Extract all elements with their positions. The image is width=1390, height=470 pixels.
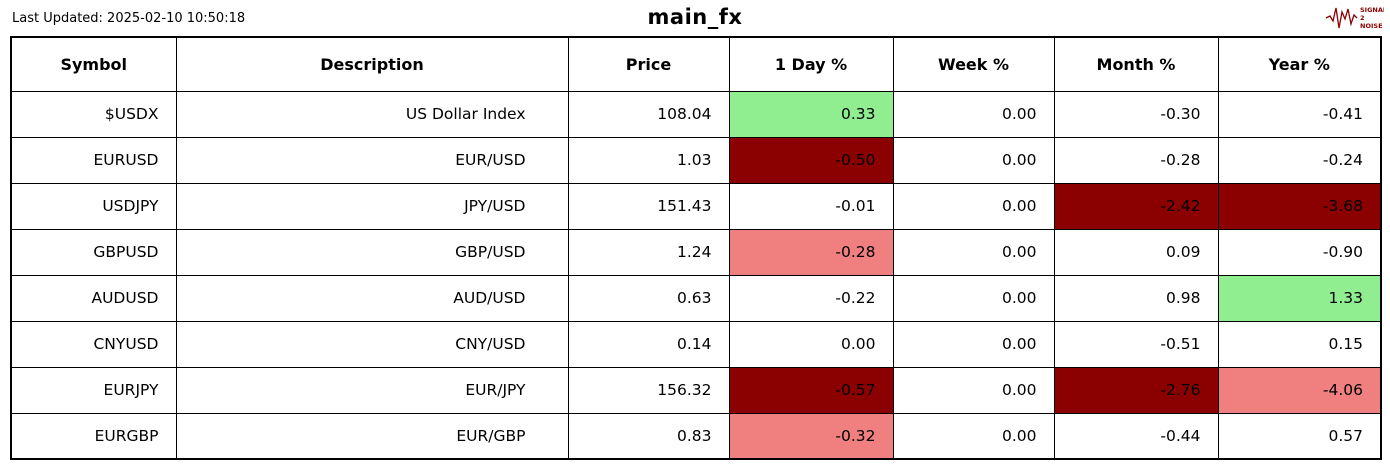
cell-month_pct: 0.98 [1053, 274, 1219, 322]
cell-year_pct: -0.24 [1217, 136, 1382, 184]
cell-description: CNY/USD [175, 320, 569, 368]
cell-year_pct: 0.15 [1217, 320, 1382, 368]
cell-symbol: AUDUSD [10, 274, 177, 322]
cell-symbol: USDJPY [10, 182, 177, 230]
cell-month_pct: 0.09 [1053, 228, 1219, 276]
column-header-price: Price [567, 36, 730, 92]
cell-day_pct: 0.33 [728, 90, 894, 138]
cell-month_pct: -0.30 [1053, 90, 1219, 138]
cell-day_pct: -0.01 [728, 182, 894, 230]
table-row: USDJPY JPY/USD 151.43 -0.01 0.00 -2.42 -3.68 [10, 182, 1382, 230]
cell-price: 151.43 [567, 182, 730, 230]
cell-week_pct: 0.00 [892, 320, 1055, 368]
cell-symbol: EURGBP [10, 412, 177, 460]
column-header-symbol: Symbol [10, 36, 177, 92]
cell-month_pct: -2.76 [1053, 366, 1219, 414]
column-header-year-pct: Year % [1217, 36, 1382, 92]
fx-table: Symbol Description Price 1 Day % Week % … [10, 36, 1382, 460]
column-header-month-pct: Month % [1053, 36, 1219, 92]
fx-table-body: $USDX US Dollar Index 108.04 0.33 0.00 -0.30-… [10, 90, 1382, 460]
cell-month_pct: -0.28 [1053, 136, 1219, 184]
table-row: AUDUSD AUD/USD 0.63 -0.22 0.00 0.98 1.33 [10, 274, 1382, 322]
header-row: Symbol Description Price 1 Day % Week % … [10, 36, 1382, 92]
cell-month_pct: -0.44 [1053, 412, 1219, 460]
cell-description: JPY/USD [175, 182, 569, 230]
cell-day_pct: -0.32 [728, 412, 894, 460]
cell-description: EUR/JPY [175, 366, 569, 414]
column-header-day-pct: 1 Day % [728, 36, 894, 92]
cell-symbol: $USDX [10, 90, 177, 138]
cell-week_pct: 0.00 [892, 90, 1055, 138]
cell-day_pct: -0.22 [728, 274, 894, 322]
cell-year_pct: -4.06 [1217, 366, 1382, 414]
cell-day_pct: -0.28 [728, 228, 894, 276]
cell-day_pct: -0.50 [728, 136, 894, 184]
cell-month_pct: -0.51 [1053, 320, 1219, 368]
cell-price: 1.03 [567, 136, 730, 184]
page-title: main_fx [647, 5, 743, 29]
cell-year_pct: -3.68 [1217, 182, 1382, 230]
waveform-icon: SIGNAL 2 NOISE [1325, 6, 1387, 30]
cell-day_pct: 0.00 [728, 320, 894, 368]
cell-description: EUR/GBP [175, 412, 569, 460]
cell-month_pct: -2.42 [1053, 182, 1219, 230]
column-header-description: Description [175, 36, 569, 92]
cell-symbol: EURUSD [10, 136, 177, 184]
table-row: CNYUSD CNY/USD 0.14 0.00 0.00 -0.51 0.15 [10, 320, 1382, 368]
cell-description: EUR/USD [175, 136, 569, 184]
cell-week_pct: 0.00 [892, 182, 1055, 230]
cell-symbol: GBPUSD [10, 228, 177, 276]
cell-symbol: EURJPY [10, 366, 177, 414]
cell-price: 108.04 [567, 90, 730, 138]
cell-price: 0.83 [567, 412, 730, 460]
cell-price: 0.14 [567, 320, 730, 368]
column-header-week-pct: Week % [892, 36, 1055, 92]
cell-year_pct: 1.33 [1217, 274, 1382, 322]
logo-text-line2: 2 [1360, 14, 1365, 22]
table-row: EURUSD EUR/USD 1.03 -0.50 0.00 -0.28 -0.24 [10, 136, 1382, 184]
cell-week_pct: 0.00 [892, 274, 1055, 322]
table-row: $USDX US Dollar Index 108.04 0.33 0.00 -0.30-… [10, 90, 1382, 138]
table-row: EURGBP EUR/GBP 0.83 -0.32 0.00 -0.44 0.57 [10, 412, 1382, 460]
cell-week_pct: 0.00 [892, 412, 1055, 460]
cell-year_pct: -0.90 [1217, 228, 1382, 276]
cell-price: 156.32 [567, 366, 730, 414]
cell-description: AUD/USD [175, 274, 569, 322]
cell-description: US Dollar Index [175, 90, 569, 138]
last-updated-text: Last Updated: 2025-02-10 10:50:18 [12, 11, 246, 26]
table-row: EURJPY EUR/JPY 156.32 -0.57 0.00 -2.76 -4.06 [10, 366, 1382, 414]
cell-year_pct: 0.57 [1217, 412, 1382, 460]
cell-description: GBP/USD [175, 228, 569, 276]
cell-day_pct: -0.57 [728, 366, 894, 414]
cell-week_pct: 0.00 [892, 366, 1055, 414]
logo-text-line3: NOISE [1360, 22, 1383, 30]
cell-symbol: CNYUSD [10, 320, 177, 368]
cell-week_pct: 0.00 [892, 228, 1055, 276]
cell-price: 0.63 [567, 274, 730, 322]
table-row: GBPUSD GBP/USD 1.24 -0.28 0.00 0.09 -0.90 [10, 228, 1382, 276]
signal2noise-logo: SIGNAL 2 NOISE [1324, 2, 1387, 34]
logo-text-line1: SIGNAL [1360, 6, 1384, 14]
cell-price: 1.24 [567, 228, 730, 276]
cell-year_pct: -0.41 [1217, 90, 1382, 138]
cell-week_pct: 0.00 [892, 136, 1055, 184]
